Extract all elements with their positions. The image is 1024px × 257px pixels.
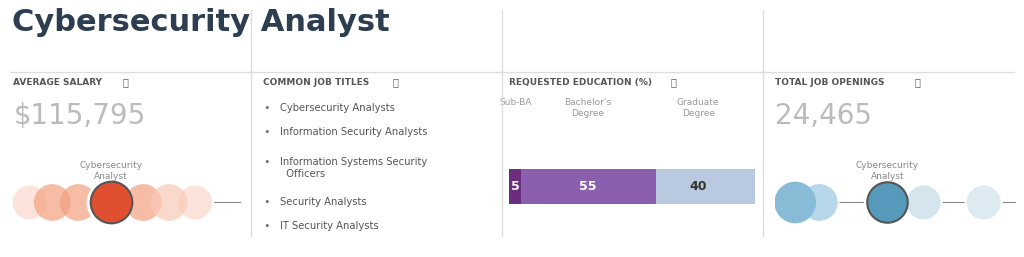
Text: ⓘ: ⓘ — [392, 77, 398, 87]
Point — [135, 200, 152, 205]
Point — [880, 200, 896, 205]
Text: COMMON JOB TITLES: COMMON JOB TITLES — [263, 78, 370, 87]
Text: $115,795: $115,795 — [13, 102, 145, 130]
Text: •: • — [263, 157, 269, 167]
Text: Information Security Analysts: Information Security Analysts — [281, 127, 428, 137]
Text: Security Analysts: Security Analysts — [281, 197, 367, 207]
Text: 55: 55 — [579, 180, 596, 193]
Point — [44, 200, 60, 205]
Text: Sub-BA: Sub-BA — [499, 98, 531, 107]
Point — [161, 200, 177, 205]
Text: 5: 5 — [511, 180, 519, 193]
Text: 24,465: 24,465 — [775, 102, 872, 130]
Point — [135, 200, 152, 205]
Bar — [656, 169, 755, 204]
Text: •: • — [263, 197, 269, 207]
Text: 40: 40 — [689, 180, 707, 193]
Text: Cybersecurity Analyst: Cybersecurity Analyst — [12, 8, 390, 37]
Text: •: • — [263, 103, 269, 113]
Text: •: • — [263, 127, 269, 137]
Point — [70, 200, 86, 205]
Point — [811, 200, 827, 205]
Bar — [509, 169, 521, 204]
Point — [976, 200, 992, 205]
Point — [915, 200, 932, 205]
Point — [22, 200, 38, 205]
Text: ⓘ: ⓘ — [914, 77, 921, 87]
Text: Cybersecurity
Analyst: Cybersecurity Analyst — [79, 161, 142, 181]
Text: Information Systems Security
  Officers: Information Systems Security Officers — [281, 157, 427, 179]
Text: Graduate
Degree: Graduate Degree — [677, 98, 720, 118]
Text: ⓘ: ⓘ — [123, 77, 129, 87]
Point — [161, 200, 177, 205]
Point — [187, 200, 204, 205]
Point — [70, 200, 86, 205]
Text: ⓘ: ⓘ — [671, 77, 677, 87]
Point — [787, 200, 804, 205]
Text: AVERAGE SALARY: AVERAGE SALARY — [13, 78, 102, 87]
Text: TOTAL JOB OPENINGS: TOTAL JOB OPENINGS — [775, 78, 885, 87]
Point — [102, 200, 119, 205]
Point — [787, 200, 804, 205]
Point — [915, 200, 932, 205]
Bar — [521, 169, 656, 204]
Text: Cybersecurity Analysts: Cybersecurity Analysts — [281, 103, 395, 113]
Text: Cybersecurity
Analyst: Cybersecurity Analyst — [856, 161, 919, 181]
Point — [187, 200, 204, 205]
Text: REQUESTED EDUCATION (%): REQUESTED EDUCATION (%) — [509, 78, 652, 87]
Text: IT Security Analysts: IT Security Analysts — [281, 221, 379, 231]
Point — [880, 200, 896, 205]
Text: •: • — [263, 221, 269, 231]
Point — [102, 200, 119, 205]
Point — [976, 200, 992, 205]
Point — [811, 200, 827, 205]
Point — [44, 200, 60, 205]
Point — [22, 200, 38, 205]
Text: Bachelor’s
Degree: Bachelor’s Degree — [564, 98, 611, 118]
